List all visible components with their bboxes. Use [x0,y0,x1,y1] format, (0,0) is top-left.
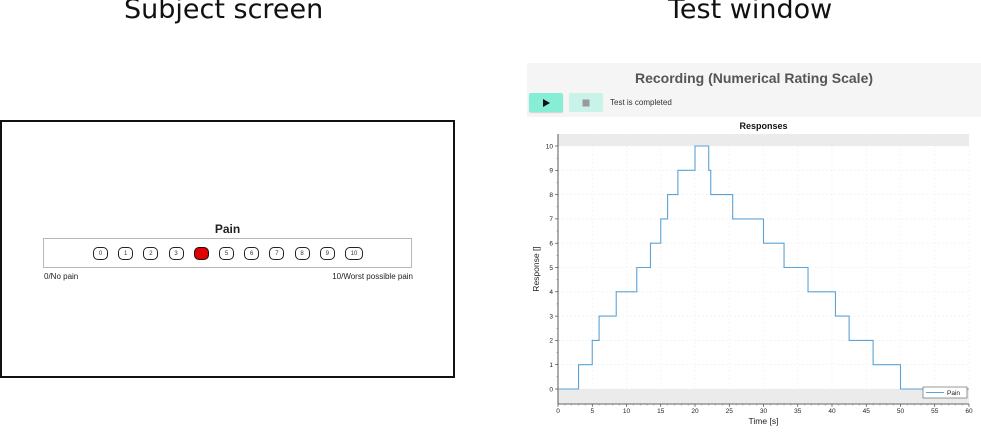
x-tick-label: 30 [760,408,768,415]
rating-button-6[interactable]: 6 [244,247,260,260]
x-tick-label: 50 [897,408,905,415]
y-tick-label: 1 [549,362,553,369]
y-tick-label: 7 [549,216,553,223]
rating-button-4[interactable]: 4 [193,247,209,260]
rating-button-10[interactable]: 10 [345,247,363,260]
out-of-range-band-bottom [558,389,969,404]
x-tick-label: 15 [657,408,665,415]
y-tick-label: 6 [549,241,553,248]
y-tick-label: 2 [549,338,553,345]
rating-button-9[interactable]: 9 [319,247,335,260]
y-tick-label: 10 [546,143,554,150]
x-tick-label: 60 [965,408,973,415]
rating-button-5[interactable]: 5 [219,247,234,260]
play-button[interactable] [529,93,563,112]
status-text: Test is completed [610,98,672,107]
y-tick-label: 5 [549,265,553,272]
y-tick-label: 9 [549,168,553,175]
chart-title: Responses [739,121,787,131]
series-line-pain [558,145,969,390]
x-tick-label: 40 [828,408,836,415]
x-tick-label: 10 [623,408,631,415]
max-anchor-label: 10/Worst possible pain [332,272,413,281]
rating-button-7[interactable]: 7 [269,247,285,260]
x-tick-label: 5 [590,408,594,415]
x-tick-label: 0 [556,408,560,415]
play-icon [543,98,550,107]
test-window-header: Recording (Numerical Rating Scale) Test … [527,63,981,117]
rating-button-2[interactable]: 2 [143,247,159,260]
legend-label: Pain [947,390,960,397]
x-tick-label: 25 [726,408,734,415]
rating-button-1[interactable]: 1 [118,247,134,260]
rating-button-8[interactable]: 8 [294,247,310,260]
y-tick-label: 0 [549,386,553,393]
legend-box [922,386,968,399]
y-axis-label: Response [] [531,246,541,291]
rating-scale: 0 1 2 3 4 5 6 7 8 9 10 [43,238,412,268]
x-tick-label: 35 [794,408,802,415]
x-tick-label: 20 [691,408,699,415]
subject-screen: Pain 0 1 2 3 4 5 6 7 8 9 10 0/No pain 10/Worst pos… [0,120,455,378]
scale-title: Pain [214,222,241,236]
stop-button[interactable] [569,93,603,112]
rating-button-0[interactable]: 0 [93,247,108,260]
test-window-heading: Test window [668,0,833,25]
x-tick-label: 55 [931,408,939,415]
x-axis-label: Time [s] [749,416,779,426]
recording-title: Recording (Numerical Rating Scale) [634,70,874,86]
rating-button-3[interactable]: 3 [168,247,184,260]
y-tick-label: 3 [549,313,553,320]
min-anchor-label: 0/No pain [44,272,79,281]
y-tick-label: 4 [549,289,553,296]
x-tick-label: 45 [863,408,871,415]
subject-screen-heading: Subject screen [124,0,324,25]
stop-icon [582,99,590,106]
y-tick-label: 8 [549,192,553,199]
